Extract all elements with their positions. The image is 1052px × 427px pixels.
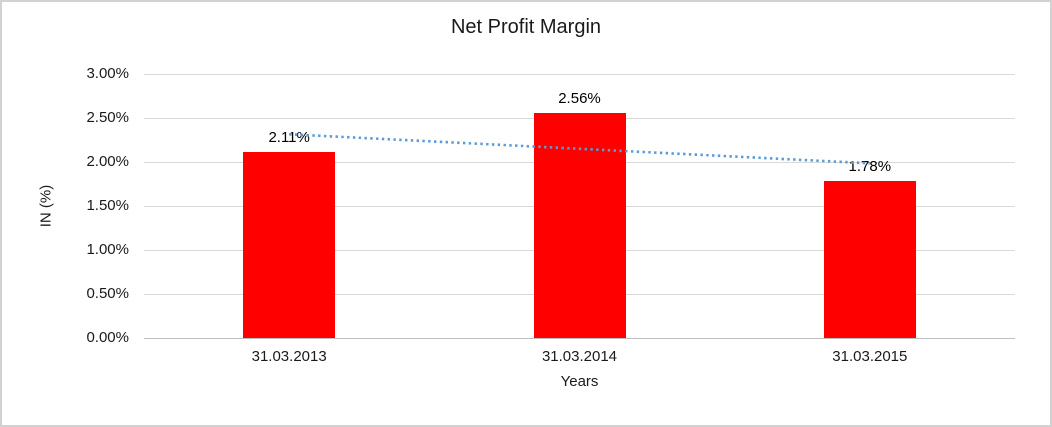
x-axis-line [144, 338, 1015, 339]
x-axis-title: Years [560, 373, 599, 390]
y-tick-label: 0.50% [86, 285, 129, 302]
x-tick-label-31.03.2013: 31.03.2013 [251, 348, 327, 365]
gridline-3.00% [144, 74, 1015, 75]
data-label-31.03.2013: 2.11% [268, 129, 310, 147]
y-tick-label: 3.00% [86, 65, 129, 82]
bar-31.03.2015 [823, 181, 916, 338]
data-label-31.03.2014: 2.56% [558, 89, 601, 107]
y-tick-label: 2.50% [86, 109, 129, 126]
y-tick-label: 1.00% [86, 241, 129, 258]
x-tick-label-31.03.2014: 31.03.2014 [541, 348, 618, 365]
y-tick-label: 1.50% [86, 197, 129, 214]
x-tick-label-31.03.2015: 31.03.2015 [832, 348, 908, 365]
chart-title: Net Profit Margin [450, 16, 602, 38]
y-tick-label: 2.00% [86, 153, 129, 170]
data-label-31.03.2015: 1.78% [848, 158, 892, 176]
bar-31.03.2013 [243, 152, 336, 338]
y-tick-label: 0.00% [86, 329, 129, 346]
bar-31.03.2014 [533, 112, 626, 338]
